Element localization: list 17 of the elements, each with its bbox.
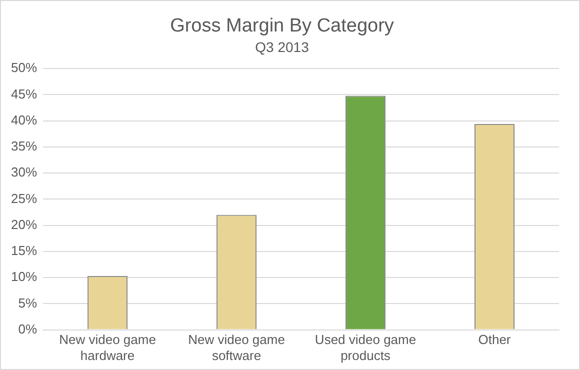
chart-subtitle: Q3 2013	[255, 39, 310, 56]
y-tick-label: 10%	[10, 269, 38, 284]
x-tick-label: New video game hardware	[59, 332, 156, 363]
y-tick-label: 0%	[18, 321, 38, 336]
x-tick-label: Used video game products	[314, 332, 416, 363]
chart-title: Gross Margin By Category	[170, 16, 394, 37]
y-tick-label: 15%	[10, 243, 38, 258]
y-tick-label: 25%	[10, 190, 38, 206]
y-tick-label: 40%	[10, 112, 38, 128]
y-tick-label: 50%	[10, 60, 38, 76]
y-tick-label: 20%	[10, 216, 38, 232]
y-tick-label: 5%	[18, 295, 38, 310]
y-tick-label: 35%	[10, 138, 38, 154]
y-tick-label: 45%	[10, 86, 38, 102]
x-tick-label: Other	[478, 332, 512, 348]
x-tick-label: New video game software	[188, 332, 285, 363]
y-tick-label: 30%	[10, 164, 38, 180]
